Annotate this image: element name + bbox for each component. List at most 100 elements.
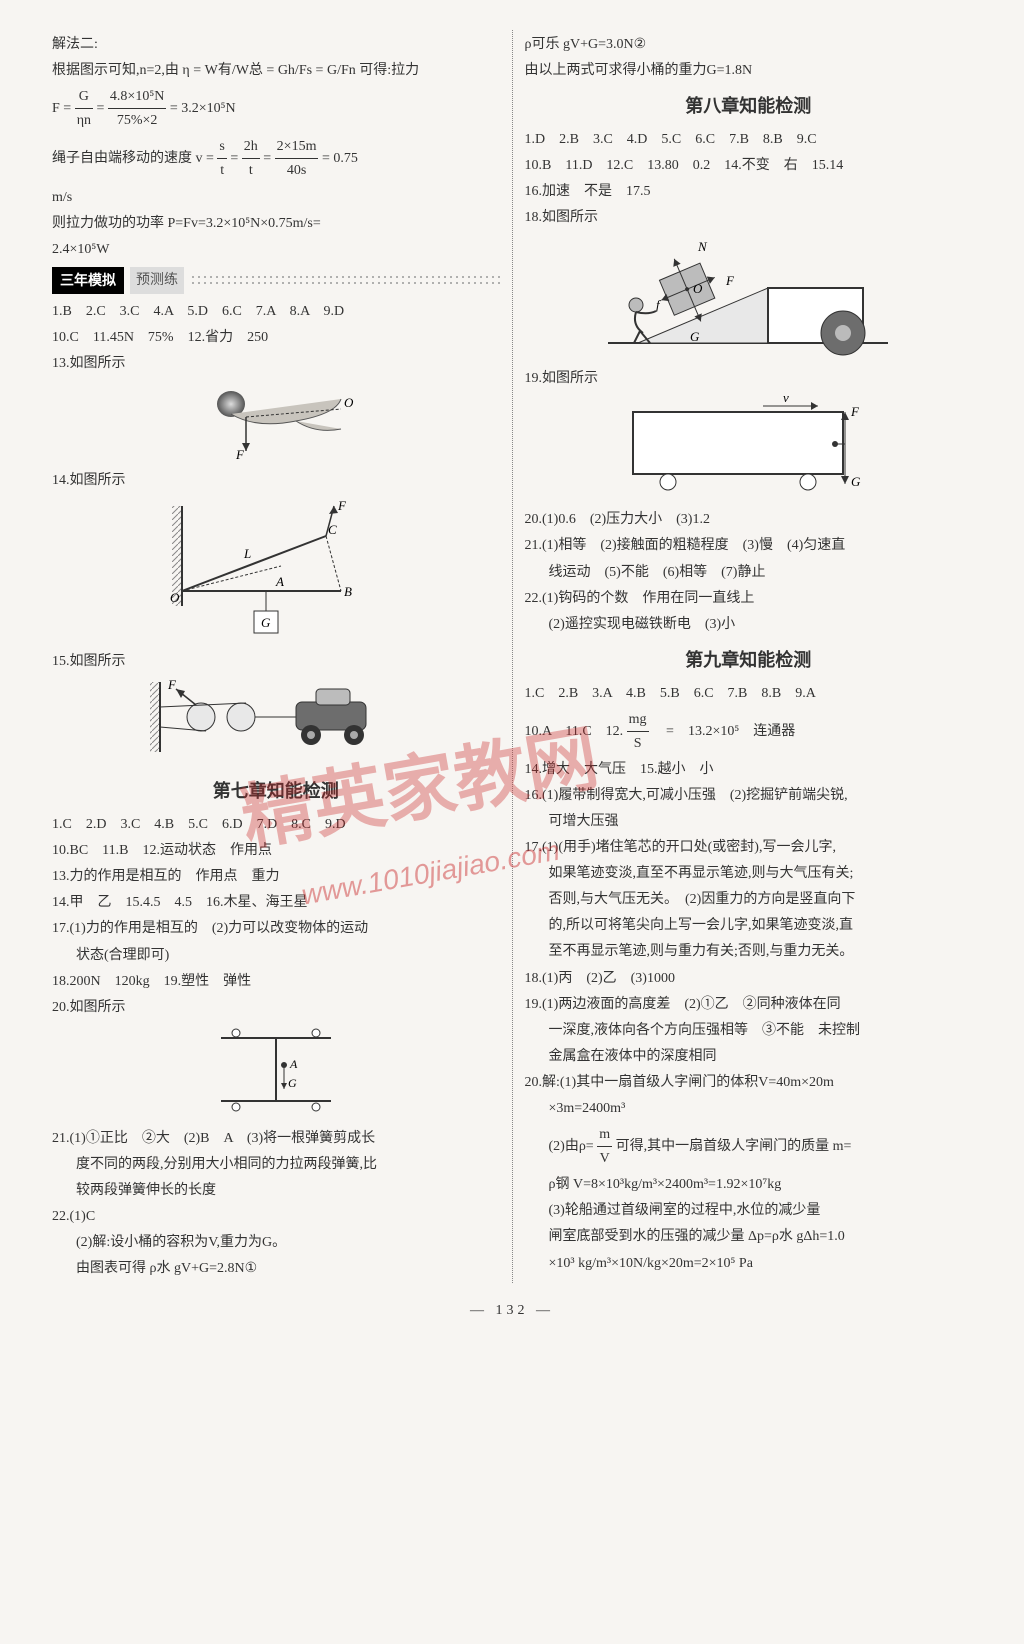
numerator: mg (627, 708, 649, 732)
answer-line: 闸室底部受到水的压强的减少量 Δp=ρ水 gΔh=1.0 (525, 1225, 973, 1248)
answer-line: 15.如图所示 (52, 650, 500, 673)
text-line: 根据图示可知,n=2,由 η = W有/W总 = Gh/Fs = G/Fn 可得… (52, 59, 500, 82)
answer-line: 如果笔迹变淡,直至不再显示笔迹,则与大气压有关; (525, 862, 973, 885)
page-number: — 132 — (40, 1299, 984, 1322)
answer-line: 状态(合理即可) (52, 944, 500, 967)
right-column: ρ可乐 gV+G=3.0N② 由以上两式可求得小桶的重力G=1.8N 第八章知能… (513, 30, 985, 1283)
text: = (97, 101, 108, 116)
denominator: t (217, 159, 226, 182)
label-v: v (783, 394, 789, 405)
text: F = (52, 101, 75, 116)
fraction: 4.8×10⁵N 75%×2 (108, 85, 166, 132)
text-line: 由以上两式可求得小桶的重力G=1.8N (525, 59, 973, 82)
left-column: 解法二: 根据图示可知,n=2,由 η = W有/W总 = Gh/Fs = G/… (40, 30, 513, 1283)
answer-line: 至不再显示笔迹,则与重力有关;否则,与重力无关。 (525, 940, 973, 963)
formula-line: 绳子自由端移动的速度 v = st = 2ht = 2×15m40s = 0.7… (52, 135, 500, 182)
fraction: m V (597, 1123, 612, 1170)
label-G: G (851, 474, 861, 489)
answer-line: 18.(1)丙 (2)乙 (3)1000 (525, 967, 973, 990)
fraction: mg S (627, 708, 649, 755)
answer-line: 18.200N 120kg 19.塑性 弹性 (52, 970, 500, 993)
figure-13-arm: F O (186, 379, 366, 465)
banner-gray: 预测练 (130, 267, 184, 294)
answer-line: 由图表可得 ρ水 gV+G=2.8N① (52, 1257, 500, 1280)
answer-line: 14.增大 大气压 15.越小 小 (525, 758, 973, 781)
fraction: 2×15m40s (275, 135, 319, 182)
answer-line: (2)解:设小桶的容积为V,重力为G。 (52, 1231, 500, 1254)
label-F: F (167, 677, 177, 692)
denominator: t (242, 159, 260, 182)
answer-line: (2)遥控实现电磁铁断电 (3)小 (525, 613, 973, 636)
denominator: 75%×2 (108, 109, 166, 132)
text-line: ρ可乐 gV+G=3.0N② (525, 33, 973, 56)
answer-line: 可增大压强 (525, 810, 973, 833)
answer-line: 22.(1)C (52, 1205, 500, 1228)
label-F: F (337, 498, 347, 513)
text: = 3.2×10⁵N (170, 101, 236, 116)
answer-line: 10.BC 11.B 12.运动状态 作用点 (52, 839, 500, 862)
answer-line: 1.C 2.B 3.A 4.B 5.B 6.C 7.B 8.B 9.A (525, 682, 973, 705)
denominator: V (597, 1147, 612, 1170)
chapter-9-title: 第九章知能检测 (525, 646, 973, 676)
answer-line: 度不同的两段,分别用大小相同的力拉两段弹簧,比 (52, 1153, 500, 1176)
answer-line: 的,所以可将笔尖向上写一会儿字,如果笔迹变淡,直 (525, 914, 973, 937)
answer-line: 10.B 11.D 12.C 13.80 0.2 14.不变 右 15.14 (525, 154, 973, 177)
numerator: m (597, 1123, 612, 1147)
chapter-8-title: 第八章知能检测 (525, 92, 973, 122)
answer-line: 1.D 2.B 3.C 4.D 5.C 6.C 7.B 8.B 9.C (525, 128, 973, 151)
denominator: ηn (75, 109, 93, 132)
label-O: O (693, 281, 703, 296)
answer-line: 一深度,液体向各个方向压强相等 ③不能 未控制 (525, 1019, 973, 1042)
answer-line: 18.如图所示 (525, 206, 973, 229)
text: (2)由ρ= (549, 1139, 594, 1154)
label-A: A (289, 1057, 298, 1071)
numerator: 4.8×10⁵N (108, 85, 166, 109)
banner-black: 三年模拟 (52, 267, 124, 294)
answer-line: 20.如图所示 (52, 996, 500, 1019)
label-F: F (850, 404, 860, 419)
text-line: 2.4×10⁵W (52, 238, 500, 261)
answer-line: 线运动 (5)不能 (6)相等 (7)静止 (525, 561, 973, 584)
answer-line: 14.如图所示 (52, 469, 500, 492)
page-wrapper: 精英家教网 www.1010jiajiao.com 解法二: 根据图示可知,n=… (40, 30, 984, 1323)
answer-line: 21.(1)相等 (2)接触面的粗糙程度 (3)慢 (4)匀速直 (525, 534, 973, 557)
text-line: m/s (52, 186, 500, 209)
figure-19-cart: v F G (613, 394, 883, 504)
text-line: 解法二: (52, 33, 500, 56)
label-O: O (170, 590, 180, 605)
label-O: O (344, 395, 354, 410)
answer-line: (3)轮船通过首级闸室的过程中,水位的减少量 (525, 1199, 973, 1222)
section-banner: 三年模拟 预测练 (52, 267, 500, 294)
label-C: C (328, 522, 337, 537)
label-G: G (261, 615, 271, 630)
answer-line: 19.(1)两边液面的高度差 (2)①乙 ②同种液体在同 (525, 993, 973, 1016)
label-F: F (235, 447, 245, 462)
answer-line: 19.如图所示 (525, 367, 973, 390)
numerator: G (75, 85, 93, 109)
answer-line: (2)由ρ= m V 可得,其中一扇首级人字闸门的质量 m= (525, 1123, 973, 1170)
numerator: 2×15m (275, 135, 319, 159)
chapter-7-title: 第七章知能检测 (52, 777, 500, 807)
text-line: 则拉力做功的功率 P=Fv=3.2×10⁵N×0.75m/s= (52, 212, 500, 235)
numerator: s (217, 135, 226, 159)
answer-line: 17.(1)(用手)堵住笔芯的开口处(或密封),写一会儿字, (525, 836, 973, 859)
answer-line: 10.A 11.C 12. mg S = 13.2×10⁵ 连通器 (525, 708, 973, 755)
answer-line: 较两段弹簧伸长的长度 (52, 1179, 500, 1202)
answer-line: 13.力的作用是相互的 作用点 重力 (52, 865, 500, 888)
two-column-layout: 解法二: 根据图示可知,n=2,由 η = W有/W总 = Gh/Fs = G/… (40, 30, 984, 1283)
figure-15-pulley-car: F (146, 677, 406, 767)
answer-line: ×10³ kg/m³×10N/kg×20m=2×10⁵ Pa (525, 1252, 973, 1275)
answer-line: 14.甲 乙 15.4.5 4.5 16.木星、海王星 (52, 891, 500, 914)
figure-20-beam: A G (206, 1023, 346, 1123)
text: = 0.75 (322, 151, 358, 166)
label-f: f (656, 297, 662, 312)
figure-14-lever: F O A B C L G (166, 496, 386, 646)
text: = 13.2×10⁵ 连通器 (652, 723, 795, 738)
denominator: S (627, 732, 649, 755)
label-G: G (288, 1076, 297, 1090)
answer-line: 16.加速 不是 17.5 (525, 180, 973, 203)
answer-line: 1.B 2.C 3.C 4.A 5.D 6.C 7.A 8.A 9.D (52, 300, 500, 323)
answer-line: 否则,与大气压无关。 (2)因重力的方向是竖直向下 (525, 888, 973, 911)
label-L: L (243, 546, 251, 561)
text: 绳子自由端移动的速度 v = (52, 151, 217, 166)
